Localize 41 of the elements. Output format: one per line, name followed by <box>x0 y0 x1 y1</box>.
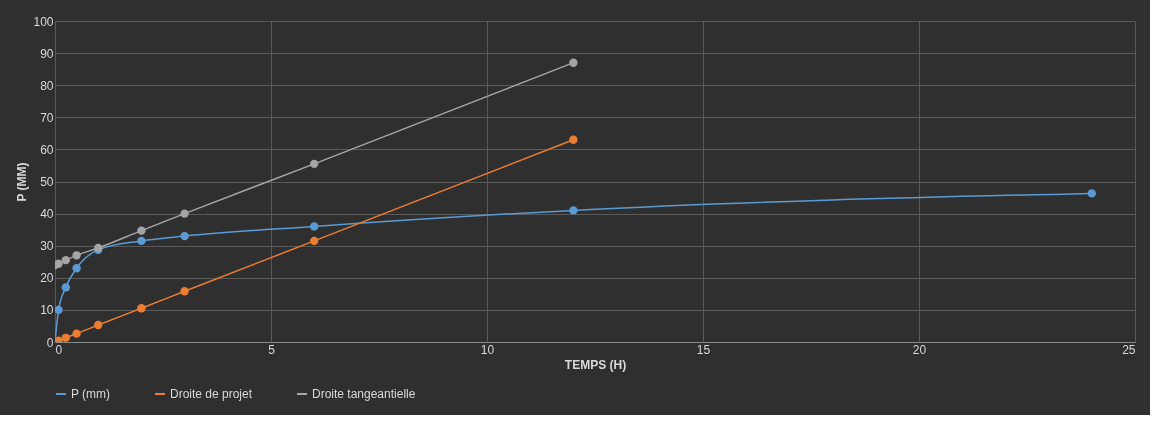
point <box>180 287 189 296</box>
x-tick-label: 25 <box>1122 342 1136 357</box>
x-axis-title: TEMPS (H) <box>564 357 627 372</box>
y-axis-title: P (MM) <box>15 162 30 202</box>
legend-label: P (mm) <box>71 387 111 401</box>
point <box>569 135 578 144</box>
x-tick-label: 15 <box>696 342 711 357</box>
y-tick-label: 40 <box>40 207 54 222</box>
point <box>72 251 81 260</box>
x-tick-label: 10 <box>480 342 495 357</box>
point <box>180 231 189 241</box>
point <box>180 209 189 218</box>
point <box>569 206 578 215</box>
point <box>61 255 70 265</box>
y-tick-label: 70 <box>40 110 54 125</box>
y-tick-label: 50 <box>40 175 54 189</box>
point <box>310 236 319 246</box>
y-tick-label: 20 <box>40 271 54 286</box>
y-tick-label: 10 <box>40 303 54 318</box>
point <box>72 329 81 338</box>
legend-label: Droite de projet <box>170 387 253 401</box>
x-tick-label: 5 <box>268 342 276 357</box>
point <box>569 58 578 67</box>
y-tick-label: 90 <box>40 46 54 61</box>
point <box>137 226 146 235</box>
point <box>55 305 63 315</box>
y-tick-label: 60 <box>40 142 54 157</box>
y-tick-label: 30 <box>40 239 54 254</box>
point <box>61 333 70 342</box>
y-tick-label: 100 <box>33 14 54 29</box>
point <box>310 159 319 169</box>
point <box>137 236 146 246</box>
point <box>137 304 146 313</box>
point <box>1087 189 1096 198</box>
legend-label: Droite tangeantielle <box>312 387 416 401</box>
y-tick-label: 80 <box>40 78 54 93</box>
x-tick-label: 20 <box>912 342 927 357</box>
point <box>310 222 319 231</box>
point <box>94 320 103 330</box>
point <box>61 283 70 292</box>
point <box>72 264 81 273</box>
